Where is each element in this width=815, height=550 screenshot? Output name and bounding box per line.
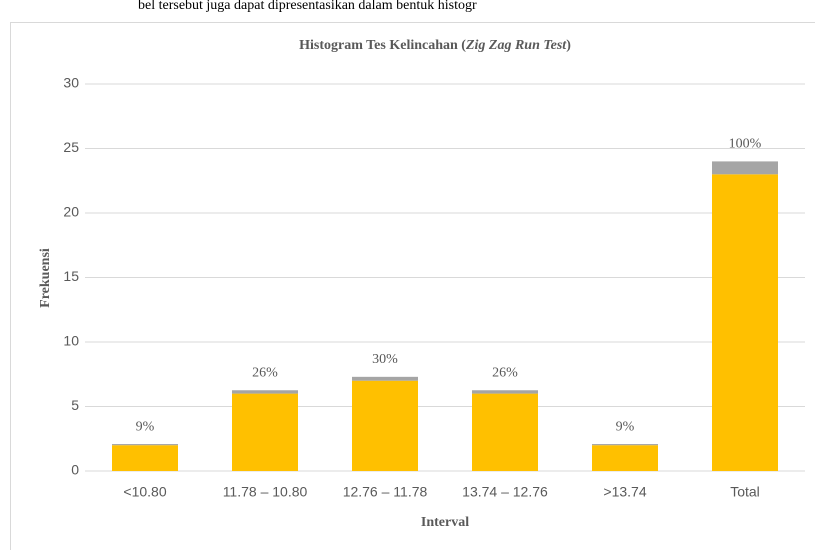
bar-segment [232,393,298,471]
chart-title: Histogram Tes Kelincahan (Zig Zag Run Te… [299,38,571,53]
data-label: 26% [492,365,518,380]
data-label: 9% [616,419,635,434]
bar-segment [712,161,778,175]
bar-segment [352,376,418,381]
data-label: 9% [136,419,155,434]
bar-segment [592,444,658,446]
header-text: bel tersebut juga dapat dipresentasikan … [138,0,477,13]
y-tick-label: 5 [71,397,79,413]
data-label: 26% [252,365,278,380]
bar-segment [472,393,538,471]
x-tick-label: <10.80 [123,484,166,500]
x-tick-label: Total [730,484,760,500]
bar-segment [112,445,178,471]
chart-border [10,22,815,550]
bar-segment [472,390,538,394]
y-tick-label: 10 [63,333,79,349]
x-axis-title: Interval [421,515,469,530]
x-tick-label: 11.78 – 10.80 [223,484,308,500]
title-part: Zig Zag Run Test [465,38,567,53]
bar-segment [352,380,418,471]
bar-segment [232,390,298,394]
y-tick-label: 15 [63,268,79,284]
x-tick-label: 12.76 – 11.78 [343,484,428,500]
bar-segment [112,444,178,446]
data-label: 100% [729,137,762,152]
bar-segment [592,445,658,471]
y-tick-label: 0 [71,462,79,478]
x-tick-label: 13.74 – 12.76 [462,484,548,500]
y-tick-label: 25 [63,139,79,155]
y-axis-title: Frekuensi [38,248,53,308]
y-tick-label: 20 [63,204,79,220]
data-label: 30% [372,352,398,367]
title-part: ) [566,38,571,53]
title-part: Histogram Tes Kelincahan ( [299,38,466,53]
x-tick-label: >13.74 [603,484,646,500]
y-tick-label: 30 [63,75,79,91]
bar-segment [712,174,778,472]
